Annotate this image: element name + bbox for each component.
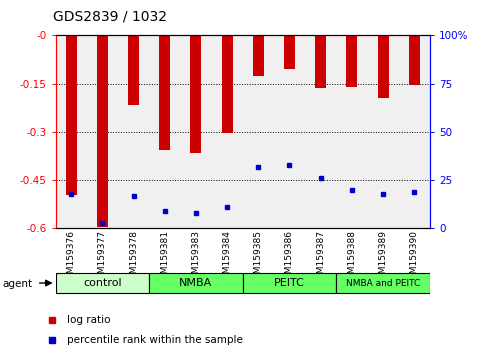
Text: agent: agent [2, 279, 32, 289]
Bar [222, 35, 233, 133]
FancyBboxPatch shape [149, 273, 242, 293]
Text: percentile rank within the sample: percentile rank within the sample [67, 335, 243, 345]
Text: log ratio: log ratio [67, 315, 110, 325]
Text: NMBA and PEITC: NMBA and PEITC [346, 279, 420, 287]
Bar [128, 35, 139, 104]
Bar [66, 35, 77, 195]
FancyBboxPatch shape [336, 273, 430, 293]
Text: NMBA: NMBA [179, 278, 213, 288]
Bar [346, 35, 357, 87]
Text: PEITC: PEITC [274, 278, 305, 288]
Text: control: control [83, 278, 122, 288]
FancyBboxPatch shape [242, 273, 336, 293]
Text: GDS2839 / 1032: GDS2839 / 1032 [53, 9, 167, 23]
Bar [159, 35, 170, 149]
Bar [315, 35, 326, 88]
FancyBboxPatch shape [56, 273, 149, 293]
Bar [284, 35, 295, 69]
Bar [378, 35, 388, 98]
Bar [190, 35, 201, 153]
Bar [253, 35, 264, 76]
Bar [409, 35, 420, 85]
Bar [97, 35, 108, 227]
